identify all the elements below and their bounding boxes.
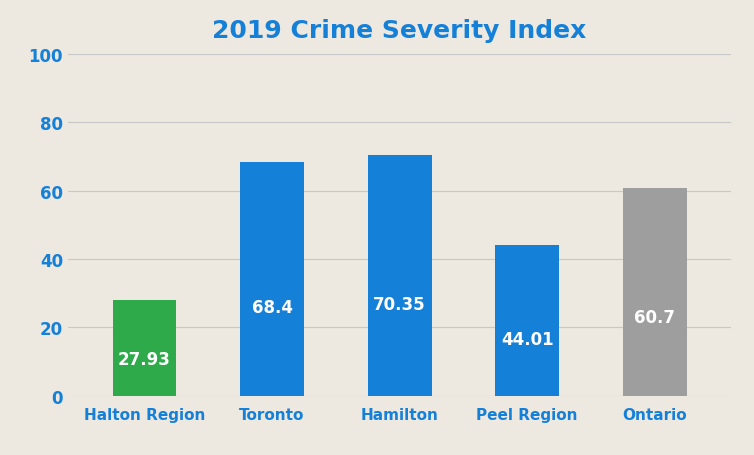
Bar <box>495 246 559 396</box>
Bar <box>240 162 304 396</box>
Bar <box>112 301 176 396</box>
Text: 68.4: 68.4 <box>252 298 293 316</box>
Text: 27.93: 27.93 <box>118 351 171 369</box>
Bar <box>368 156 431 396</box>
Title: 2019 Crime Severity Index: 2019 Crime Severity Index <box>213 19 587 43</box>
Bar <box>623 189 687 396</box>
Text: 44.01: 44.01 <box>501 330 553 348</box>
Text: 60.7: 60.7 <box>634 308 676 326</box>
Text: 70.35: 70.35 <box>373 296 426 313</box>
